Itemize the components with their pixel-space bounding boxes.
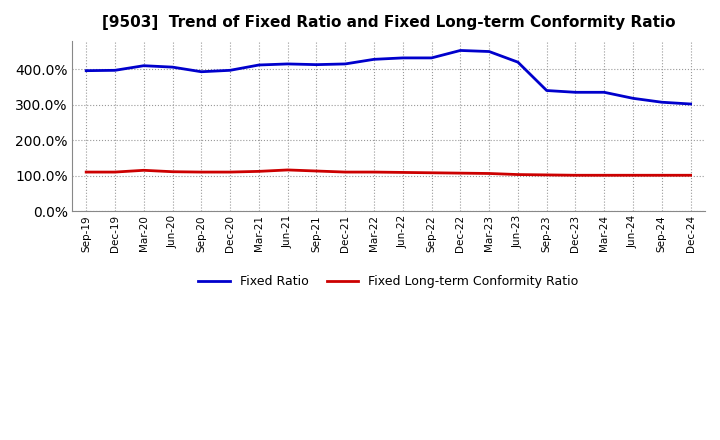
Fixed Ratio: [197, 69, 206, 74]
Fixed Long-term Conformity Ratio: [284, 167, 292, 172]
Fixed Ratio: [312, 62, 321, 67]
Fixed Ratio: [686, 101, 695, 106]
Fixed Long-term Conformity Ratio: [255, 169, 264, 174]
Fixed Long-term Conformity Ratio: [398, 170, 407, 175]
Fixed Ratio: [111, 68, 120, 73]
Fixed Long-term Conformity Ratio: [600, 172, 608, 178]
Fixed Long-term Conformity Ratio: [456, 170, 464, 176]
Fixed Ratio: [140, 63, 148, 68]
Fixed Ratio: [542, 88, 551, 93]
Fixed Ratio: [600, 90, 608, 95]
Fixed Long-term Conformity Ratio: [197, 169, 206, 175]
Fixed Ratio: [629, 95, 637, 101]
Fixed Ratio: [255, 62, 264, 68]
Fixed Long-term Conformity Ratio: [140, 168, 148, 173]
Fixed Ratio: [369, 57, 378, 62]
Fixed Long-term Conformity Ratio: [542, 172, 551, 178]
Fixed Long-term Conformity Ratio: [485, 171, 493, 176]
Fixed Ratio: [398, 55, 407, 61]
Fixed Long-term Conformity Ratio: [571, 172, 580, 178]
Fixed Ratio: [427, 55, 436, 61]
Line: Fixed Ratio: Fixed Ratio: [86, 51, 690, 104]
Fixed Long-term Conformity Ratio: [111, 169, 120, 175]
Fixed Long-term Conformity Ratio: [427, 170, 436, 176]
Fixed Long-term Conformity Ratio: [341, 169, 349, 175]
Fixed Long-term Conformity Ratio: [513, 172, 522, 177]
Fixed Ratio: [571, 90, 580, 95]
Title: [9503]  Trend of Fixed Ratio and Fixed Long-term Conformity Ratio: [9503] Trend of Fixed Ratio and Fixed Lo…: [102, 15, 675, 30]
Fixed Ratio: [485, 49, 493, 54]
Fixed Ratio: [82, 68, 91, 73]
Fixed Long-term Conformity Ratio: [629, 172, 637, 178]
Fixed Long-term Conformity Ratio: [369, 169, 378, 175]
Fixed Ratio: [284, 61, 292, 66]
Fixed Ratio: [657, 99, 666, 105]
Fixed Ratio: [456, 48, 464, 53]
Fixed Long-term Conformity Ratio: [686, 172, 695, 178]
Fixed Long-term Conformity Ratio: [657, 172, 666, 178]
Fixed Long-term Conformity Ratio: [82, 169, 91, 175]
Fixed Long-term Conformity Ratio: [312, 169, 321, 174]
Fixed Ratio: [513, 59, 522, 65]
Fixed Ratio: [168, 65, 177, 70]
Fixed Long-term Conformity Ratio: [168, 169, 177, 174]
Fixed Ratio: [226, 68, 235, 73]
Line: Fixed Long-term Conformity Ratio: Fixed Long-term Conformity Ratio: [86, 170, 690, 175]
Fixed Ratio: [341, 61, 349, 66]
Fixed Long-term Conformity Ratio: [226, 169, 235, 175]
Legend: Fixed Ratio, Fixed Long-term Conformity Ratio: Fixed Ratio, Fixed Long-term Conformity …: [193, 270, 583, 293]
